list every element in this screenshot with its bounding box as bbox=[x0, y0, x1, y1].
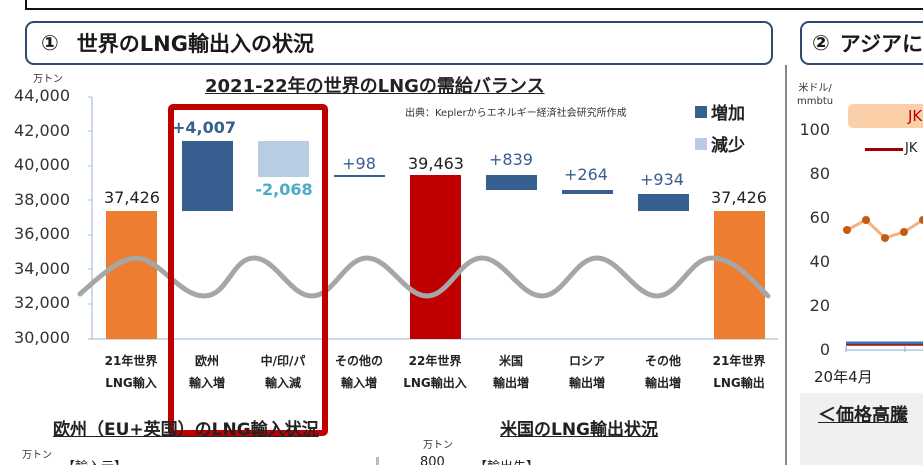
divider bbox=[376, 457, 379, 465]
x-label: 欧州 輸入増 bbox=[188, 354, 225, 390]
europe-source-label: 【輸入元】 bbox=[62, 456, 127, 465]
value-label: -2,068 bbox=[255, 180, 313, 199]
asia-caption: ＜価格高騰 bbox=[818, 405, 908, 426]
us-ytick: 800 bbox=[420, 455, 445, 465]
asia-legend-line-label: JK bbox=[905, 141, 918, 156]
bar-22-world-trade bbox=[410, 175, 461, 339]
value-label: 37,426 bbox=[104, 188, 160, 207]
us-unit: 万トン bbox=[423, 440, 453, 451]
x-label: その他 輸出増 bbox=[644, 354, 681, 390]
europe-unit: 万トン bbox=[22, 450, 52, 461]
value-label: +264 bbox=[564, 165, 608, 184]
y-tick: 36,000 bbox=[14, 224, 70, 243]
x-label: 米国 輸出増 bbox=[492, 354, 529, 390]
legend-label-increase: 増加 bbox=[711, 104, 745, 124]
highlight-box bbox=[168, 104, 328, 436]
asia-y-tick: 40 bbox=[809, 252, 830, 271]
legend-decrease: 減少 bbox=[695, 131, 745, 156]
y-tick: 40,000 bbox=[14, 155, 70, 174]
asia-legend-box: JK bbox=[848, 104, 923, 128]
y-tick: 38,000 bbox=[14, 190, 70, 209]
asia-y-tick: 80 bbox=[809, 164, 830, 183]
section-1-number: ① bbox=[41, 31, 59, 55]
x-label: 21年世界 LNG輸入 bbox=[104, 354, 158, 390]
bar-us-export-increase bbox=[486, 175, 537, 190]
section-2-header: ② アジアに bbox=[800, 21, 923, 65]
asia-legend-line bbox=[865, 148, 903, 151]
asia-y-tick: 20 bbox=[809, 296, 830, 315]
asia-x-start-label: 20年4月 bbox=[814, 368, 873, 386]
us-destination-label: 【輸出先】 bbox=[474, 456, 539, 465]
value-label: 37,426 bbox=[711, 188, 767, 207]
section-2-number: ② bbox=[812, 31, 830, 55]
legend-swatch-decrease bbox=[695, 137, 707, 150]
asia-y-tick: 60 bbox=[809, 208, 830, 227]
asia-y-tick: 100 bbox=[799, 120, 830, 139]
legend-increase: 増加 bbox=[695, 99, 745, 124]
section-1-header: ① 世界のLNG輸出入の状況 bbox=[25, 21, 773, 65]
top-frame bbox=[25, 0, 923, 10]
x-label: 中/印/パ 輸入減 bbox=[260, 354, 306, 390]
y-tick: 30,000 bbox=[14, 328, 70, 347]
europe-import-title: 欧州（EU+英国）のLNG輸入状況 bbox=[53, 420, 319, 440]
x-label: その他の 輸入増 bbox=[334, 354, 383, 390]
bar-europe-import-increase bbox=[182, 141, 233, 211]
us-export-title: 米国のLNG輸出状況 bbox=[500, 420, 659, 440]
y-tick: 44,000 bbox=[14, 86, 70, 105]
value-label: +4,007 bbox=[171, 118, 236, 137]
value-label: 39,463 bbox=[408, 154, 464, 173]
asia-unit: 米ドル/mmbtu bbox=[797, 83, 834, 107]
x-label: 21年世界 LNG輸出 bbox=[712, 354, 766, 390]
bar-other-import-increase bbox=[334, 175, 385, 177]
bar-21-world-import bbox=[106, 211, 157, 339]
bar-russia-export-increase bbox=[562, 190, 613, 194]
legend-label-decrease: 減少 bbox=[711, 136, 745, 156]
bar-21-world-export bbox=[714, 211, 765, 339]
x-label: ロシア 輸出増 bbox=[568, 354, 605, 390]
asia-y-tick: 0 bbox=[819, 340, 830, 359]
value-label: +839 bbox=[489, 150, 533, 169]
chart-title: 2021-22年の世界のLNGの需給バランス bbox=[205, 76, 545, 97]
value-label: +934 bbox=[640, 170, 684, 189]
y-axis-unit: 万トン bbox=[33, 74, 63, 85]
chart-source: 出典：Keplerからエネルギー経済社会研究所作成 bbox=[405, 108, 627, 119]
value-label: +98 bbox=[342, 154, 376, 173]
section-2-title: アジアに bbox=[839, 32, 923, 56]
section-divider bbox=[785, 65, 787, 465]
x-label: 22年世界 LNG輸出入 bbox=[403, 354, 467, 390]
bar-other-export-increase bbox=[638, 194, 689, 211]
legend-swatch-increase bbox=[695, 105, 707, 118]
y-tick: 32,000 bbox=[14, 293, 70, 312]
y-tick: 42,000 bbox=[14, 121, 70, 140]
asia-caption-panel: ＜価格高騰 bbox=[800, 393, 923, 465]
section-1-title: 世界のLNG輸出入の状況 bbox=[76, 32, 314, 56]
y-tick: 34,000 bbox=[14, 259, 70, 278]
bar-cn-in-pk-import-decrease bbox=[258, 141, 309, 177]
